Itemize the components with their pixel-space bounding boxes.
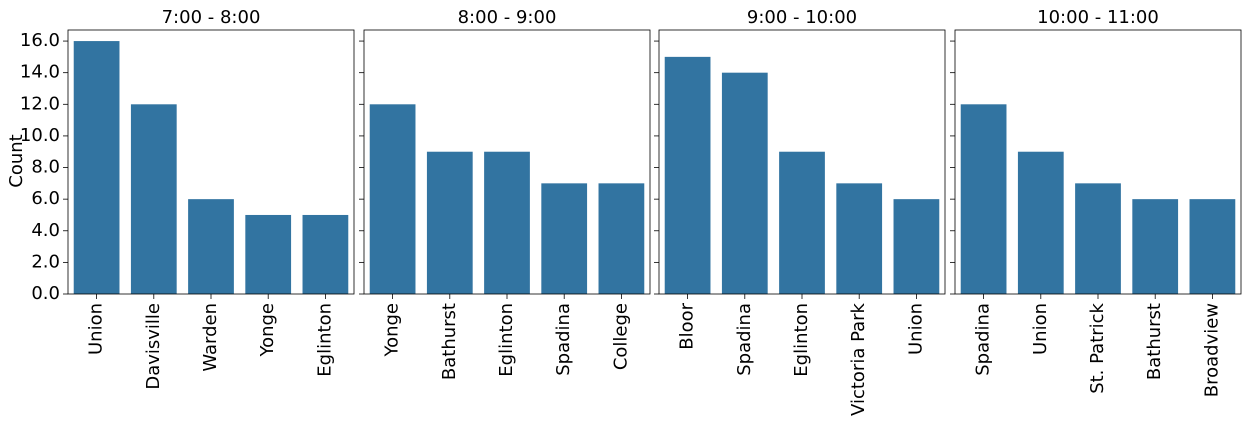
y-tick-label-3: 4.0 xyxy=(31,220,60,241)
bar-1-3 xyxy=(188,199,234,294)
y-tick-label-2: 2.0 xyxy=(31,251,60,272)
x-tick-label-2-1: Yonge xyxy=(382,303,403,358)
x-tick-label-2-5: College xyxy=(610,303,631,370)
x-tick-label-1-4: Yonge xyxy=(257,303,278,358)
x-tick-label-4-1: Spadina xyxy=(973,303,994,376)
panel-title-4: 10:00 - 11:00 xyxy=(1037,7,1159,28)
bar-4-1 xyxy=(960,104,1007,294)
x-tick-label-3-2: Spadina xyxy=(734,303,755,376)
x-tick-label-3-1: Bloor xyxy=(677,302,698,349)
bar-2-4 xyxy=(541,183,588,294)
x-tick-label-3-3: Eglinton xyxy=(791,303,812,377)
y-tick-label-9: 16.0 xyxy=(20,30,60,51)
x-tick-label-1-3: Warden xyxy=(200,303,221,372)
x-tick-label-2-2: Bathurst xyxy=(439,303,460,380)
panel-title-1: 7:00 - 8:00 xyxy=(162,7,261,28)
bar-2-2 xyxy=(426,151,473,294)
bar-1-2 xyxy=(130,104,177,294)
y-tick-label-8: 14.0 xyxy=(20,62,60,83)
bar-1-5 xyxy=(302,214,349,294)
bar-4-5 xyxy=(1189,199,1236,294)
panel-title-3: 9:00 - 10:00 xyxy=(747,7,857,28)
x-tick-label-2-4: Spadina xyxy=(553,303,574,376)
y-tick-label-7: 12.0 xyxy=(20,93,60,114)
panel-title-2: 8:00 - 9:00 xyxy=(458,7,557,28)
x-tick-label-4-3: St. Patrick xyxy=(1087,302,1108,393)
bar-2-1 xyxy=(369,104,416,294)
bar-4-2 xyxy=(1017,151,1064,294)
x-tick-label-1-1: Union xyxy=(86,303,107,355)
x-tick-label-4-2: Union xyxy=(1030,303,1051,355)
bar-3-4 xyxy=(836,183,883,294)
x-tick-label-4-5: Broadview xyxy=(1201,303,1222,397)
bar-2-5 xyxy=(598,183,645,294)
bar-3-2 xyxy=(721,72,768,295)
bar-4-4 xyxy=(1132,199,1179,294)
bar-3-1 xyxy=(664,56,711,295)
x-tick-label-2-3: Eglinton xyxy=(496,303,517,377)
bar-4-3 xyxy=(1075,183,1121,294)
x-tick-label-1-2: Davisville xyxy=(143,303,164,390)
x-tick-label-4-4: Bathurst xyxy=(1144,303,1165,380)
y-tick-label-6: 10.0 xyxy=(20,125,60,146)
y-axis-label: Count xyxy=(6,134,27,187)
bar-3-5 xyxy=(893,199,940,294)
x-tick-label-1-5: Eglinton xyxy=(314,303,335,377)
bar-1-1 xyxy=(73,41,120,294)
y-tick-label-1: 0.0 xyxy=(31,283,60,304)
bar-2-3 xyxy=(484,151,530,294)
bar-1-4 xyxy=(245,214,292,294)
bar-3-3 xyxy=(779,151,825,294)
x-tick-label-3-5: Union xyxy=(905,303,926,355)
y-tick-label-5: 8.0 xyxy=(31,157,60,178)
x-tick-label-3-4: Victoria Park xyxy=(848,302,869,416)
y-tick-label-4: 6.0 xyxy=(31,188,60,209)
